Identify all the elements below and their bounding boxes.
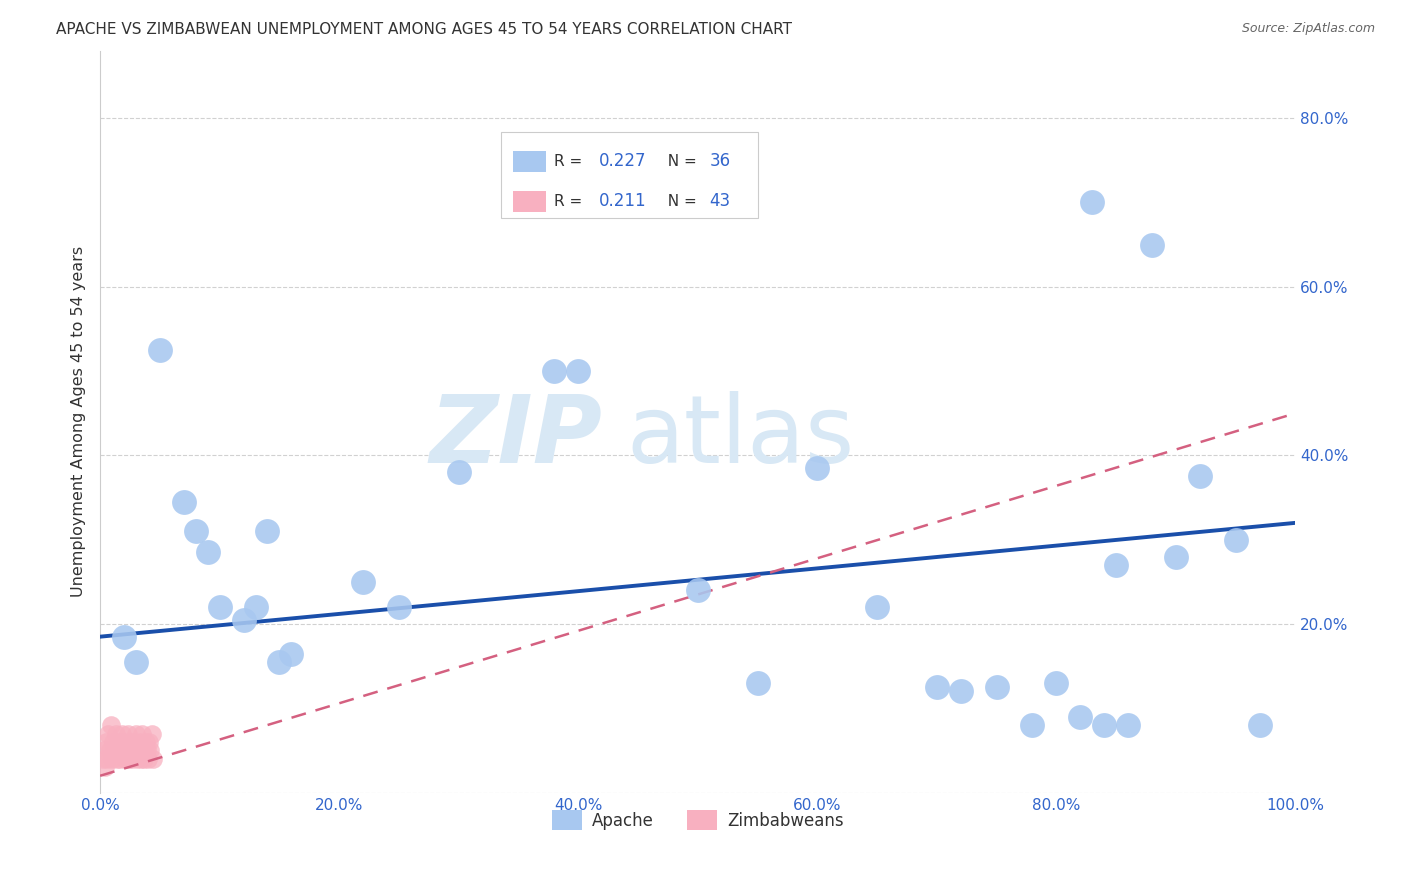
Point	[135, 743, 157, 757]
Point	[245, 600, 267, 615]
Point	[135, 735, 157, 749]
Point	[197, 545, 219, 559]
Point	[105, 752, 128, 766]
Point	[111, 726, 134, 740]
Point	[986, 680, 1008, 694]
Legend: Apache, Zimbabweans: Apache, Zimbabweans	[546, 804, 851, 837]
Point	[388, 600, 411, 615]
Point	[127, 752, 149, 766]
Text: 0.211: 0.211	[599, 193, 647, 211]
Point	[101, 752, 124, 766]
Point	[115, 743, 138, 757]
Point	[94, 760, 117, 774]
Point	[112, 735, 135, 749]
Text: R =: R =	[554, 194, 592, 209]
Point	[1069, 710, 1091, 724]
Y-axis label: Unemployment Among Ages 45 to 54 years: Unemployment Among Ages 45 to 54 years	[72, 246, 86, 598]
Bar	[513, 191, 546, 211]
Point	[124, 743, 146, 757]
Point	[108, 743, 131, 757]
Point	[125, 655, 148, 669]
Point	[567, 364, 589, 378]
Point	[128, 735, 150, 749]
Point	[94, 735, 117, 749]
Text: Source: ZipAtlas.com: Source: ZipAtlas.com	[1241, 22, 1375, 36]
Point	[1164, 549, 1187, 564]
Point	[136, 752, 159, 766]
Point	[110, 752, 132, 766]
Point	[1116, 718, 1139, 732]
Point	[1140, 237, 1163, 252]
Point	[949, 684, 972, 698]
Point	[208, 600, 231, 615]
Text: APACHE VS ZIMBABWEAN UNEMPLOYMENT AMONG AGES 45 TO 54 YEARS CORRELATION CHART: APACHE VS ZIMBABWEAN UNEMPLOYMENT AMONG …	[56, 22, 792, 37]
Text: N =: N =	[658, 153, 702, 169]
Point	[132, 743, 155, 757]
Point	[1021, 718, 1043, 732]
Point	[256, 524, 278, 539]
Point	[122, 735, 145, 749]
Point	[543, 364, 565, 378]
Text: R =: R =	[554, 153, 588, 169]
Point	[149, 343, 172, 357]
Point	[232, 613, 254, 627]
Text: atlas: atlas	[626, 391, 855, 483]
Point	[125, 726, 148, 740]
Point	[1045, 676, 1067, 690]
Point	[127, 743, 149, 757]
Point	[1249, 718, 1271, 732]
Point	[806, 461, 828, 475]
Point	[107, 735, 129, 749]
Point	[447, 465, 470, 479]
Point	[925, 680, 948, 694]
Text: 43: 43	[710, 193, 731, 211]
Point	[1105, 558, 1128, 572]
Text: 0.227: 0.227	[599, 153, 647, 170]
Point	[141, 726, 163, 740]
Point	[280, 647, 302, 661]
Point	[1092, 718, 1115, 732]
Point	[117, 726, 139, 740]
Text: N =: N =	[658, 194, 702, 209]
Point	[134, 752, 156, 766]
Point	[118, 735, 141, 749]
Point	[1188, 469, 1211, 483]
Point	[129, 752, 152, 766]
Point	[138, 735, 160, 749]
Point	[96, 752, 118, 766]
Point	[114, 752, 136, 766]
Point	[118, 752, 141, 766]
Point	[686, 583, 709, 598]
Point	[1225, 533, 1247, 547]
Point	[111, 743, 134, 757]
Point	[866, 600, 889, 615]
Point	[269, 655, 291, 669]
Point	[100, 718, 122, 732]
Point	[747, 676, 769, 690]
Text: 36: 36	[710, 153, 731, 170]
Point	[104, 726, 127, 740]
Point	[97, 726, 120, 740]
FancyBboxPatch shape	[501, 132, 758, 218]
Point	[121, 752, 143, 766]
Bar	[513, 151, 546, 171]
Point	[173, 495, 195, 509]
Point	[98, 743, 121, 757]
Point	[142, 752, 165, 766]
Point	[139, 743, 162, 757]
Point	[112, 630, 135, 644]
Point	[352, 574, 374, 589]
Point	[1081, 195, 1104, 210]
Point	[103, 743, 125, 757]
Point	[93, 743, 115, 757]
Point	[131, 726, 153, 740]
Text: ZIP: ZIP	[429, 391, 602, 483]
Point	[120, 743, 142, 757]
Point	[184, 524, 207, 539]
Point	[103, 735, 125, 749]
Point	[91, 752, 114, 766]
